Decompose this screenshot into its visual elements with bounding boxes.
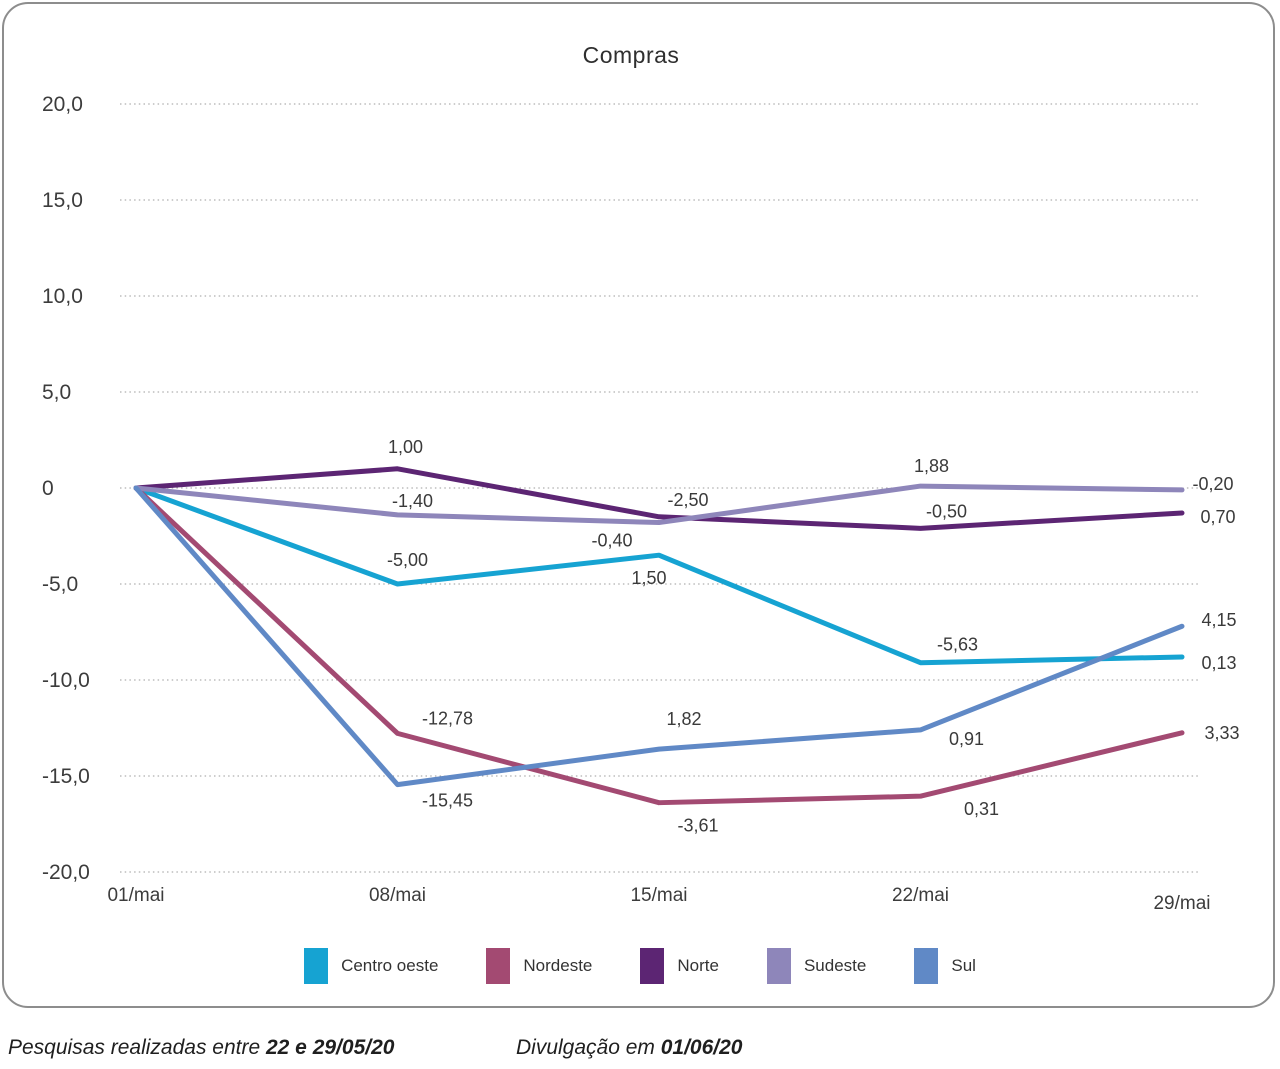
- legend-label-nordeste: Nordeste: [523, 956, 593, 975]
- footer-right-text: Divulgação em: [516, 1036, 661, 1059]
- data-label: -15,45: [422, 791, 473, 811]
- data-label: -0,20: [1192, 474, 1233, 494]
- data-label: 3,33: [1204, 723, 1239, 743]
- legend-label-sul: Sul: [951, 956, 976, 975]
- series-line-centro-oeste: [133, 485, 1185, 666]
- series-line-nordeste: [133, 485, 1185, 806]
- footer-left-dates: 22 e 29/05/20: [265, 1036, 395, 1059]
- footer-right-date: 01/06/20: [660, 1036, 743, 1059]
- series-line-norte: [133, 466, 1185, 531]
- data-label: -3,61: [677, 816, 718, 836]
- y-axis-tick-label: -5,0: [42, 573, 78, 596]
- data-label: 0,31: [964, 799, 999, 819]
- footer-note-left: Pesquisas realizadas entre 22 e 29/05/20: [8, 1036, 394, 1060]
- series-line-sudeste: [133, 483, 1185, 526]
- data-label: -5,00: [387, 550, 428, 570]
- x-axis-tick-label: 15/mai: [630, 885, 687, 906]
- data-label: 1,88: [914, 456, 949, 476]
- data-label: 4,15: [1201, 610, 1236, 630]
- data-label: -12,78: [422, 708, 473, 728]
- legend-swatch-nordeste: [486, 948, 511, 984]
- legend-swatch-sudeste: [766, 948, 791, 984]
- y-axis-tick-label: -10,0: [42, 669, 90, 692]
- x-axis-tick-label: 22/mai: [892, 885, 949, 906]
- chart-card: [2, 2, 1275, 1008]
- legend-item-centro-oeste: Centro oeste: [304, 948, 438, 984]
- data-label: -1,40: [392, 491, 433, 511]
- x-axis-tick-label: 08/mai: [369, 885, 426, 906]
- y-axis-tick-label: 20,0: [42, 93, 83, 116]
- data-label: 1,00: [388, 437, 423, 457]
- legend-swatch-centro-oeste: [304, 948, 329, 984]
- y-axis-tick-label: -20,0: [42, 861, 90, 884]
- chart-legend: Centro oeste Nordeste Norte Sudeste Sul: [0, 948, 1280, 984]
- line-chart: 20,0 15,0 10,0 5,0 0 -5,0 -10,0 -15,0 -20,0 01/ma…: [42, 93, 1240, 914]
- legend-label-norte: Norte: [677, 956, 719, 975]
- data-label: 0,91: [949, 729, 984, 749]
- footer-note-right: Divulgação em 01/06/20: [516, 1036, 742, 1060]
- footer-left-text: Pesquisas realizadas entre: [8, 1036, 266, 1059]
- data-label: -2,50: [667, 490, 708, 510]
- data-label: 1,50: [631, 568, 666, 588]
- x-axis-tick-label: 29/mai: [1153, 893, 1210, 914]
- data-label: 0,70: [1200, 507, 1235, 527]
- legend-swatch-norte: [640, 948, 665, 984]
- y-axis-tick-label: 0: [42, 477, 54, 500]
- series-line-sul: [133, 485, 1185, 788]
- data-label: 1,82: [666, 709, 701, 729]
- y-axis-tick-label: -15,0: [42, 765, 90, 788]
- legend-item-nordeste: Nordeste: [486, 948, 592, 984]
- legend-swatch-sul: [914, 948, 939, 984]
- legend-item-norte: Norte: [640, 948, 719, 984]
- y-axis-tick-label: 10,0: [42, 285, 83, 308]
- legend-item-sudeste: Sudeste: [766, 948, 867, 984]
- y-axis-tick-label: 15,0: [42, 189, 83, 212]
- data-label: 0,13: [1201, 653, 1236, 673]
- legend-label-centro-oeste: Centro oeste: [341, 956, 439, 975]
- chart-title: Compras: [582, 42, 680, 68]
- data-label: -0,50: [926, 501, 967, 521]
- y-axis-tick-label: 5,0: [42, 381, 71, 404]
- legend-item-sul: Sul: [914, 948, 976, 984]
- legend-label-sudeste: Sudeste: [803, 956, 867, 975]
- data-label: -5,63: [937, 635, 978, 655]
- x-axis-tick-label: 01/mai: [107, 885, 164, 906]
- data-label: -0,40: [591, 531, 632, 551]
